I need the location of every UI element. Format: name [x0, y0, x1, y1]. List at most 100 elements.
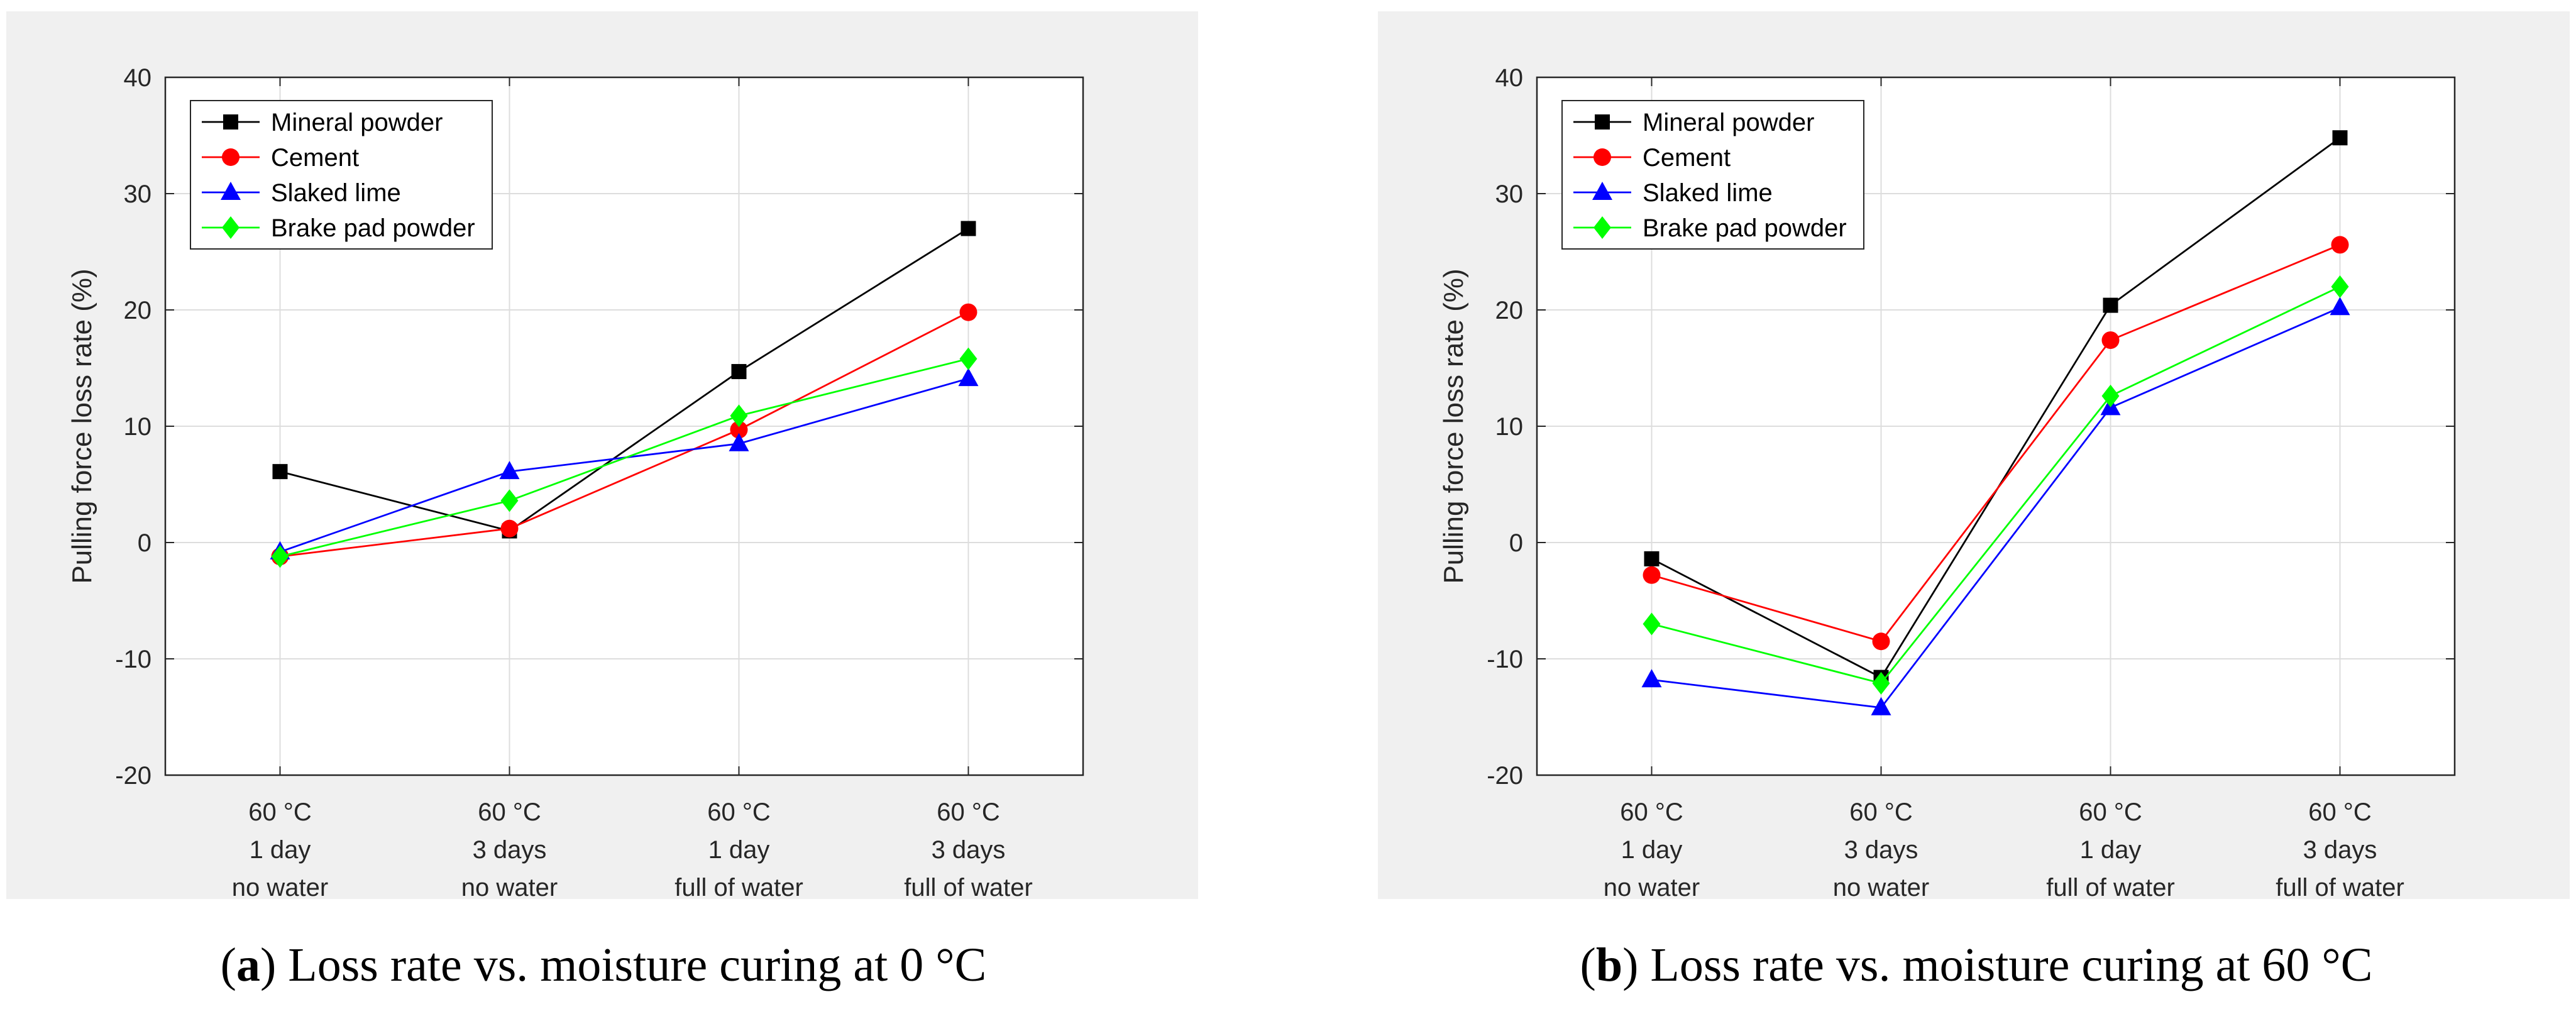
- chart-b: -20 -10 0 10 20 30 40 60 °C 1 day no water 60 °C 3 …: [1378, 11, 2570, 901]
- legend-marker: [222, 148, 239, 166]
- y-tick-label: 40: [1495, 64, 1524, 92]
- x-tick-label: 3 days: [473, 836, 547, 864]
- data-point: [500, 489, 519, 512]
- legend-box: [190, 100, 493, 250]
- x-tick-label: 3 days: [932, 836, 1006, 864]
- data-point: [500, 519, 519, 538]
- data-point: [2101, 331, 2120, 350]
- series-cement: [1643, 236, 2349, 651]
- data-point: [1643, 612, 1661, 636]
- data-point: [730, 421, 748, 439]
- legend-box: [1561, 100, 1864, 250]
- legend-marker: [1592, 182, 1612, 200]
- chart-a: -20 -10 0 10 20 30 40 60 °C 1 day no water 60 °C 3 …: [6, 11, 1198, 901]
- y-tick-label: -10: [115, 646, 151, 673]
- data-point: [2331, 275, 2349, 298]
- data-point: [499, 461, 520, 480]
- legend-label: Brake pad powder: [271, 214, 475, 242]
- plot-frame: [1536, 76, 2456, 776]
- legend-marker: [222, 216, 239, 239]
- x-tick-label: no water: [232, 874, 328, 901]
- data-point: [2332, 130, 2348, 146]
- plot-frame: [164, 76, 1084, 776]
- data-point: [1644, 551, 1660, 566]
- legend: Mineral powder Cement Slaked lime Brake pad…: [1561, 100, 1864, 250]
- data-point: [2330, 297, 2350, 316]
- data-point: [1641, 669, 1662, 688]
- data-point: [731, 364, 747, 380]
- y-tick-label: 10: [124, 413, 152, 441]
- x-tick-label: 60 °C: [248, 798, 312, 826]
- data-point: [2331, 236, 2349, 254]
- y-tick-label: 0: [138, 529, 151, 557]
- x-tick-label: no water: [1604, 874, 1700, 901]
- y-tick-label: 0: [1509, 529, 1523, 557]
- x-tick-label: full of water: [904, 874, 1033, 901]
- series-line: [280, 311, 969, 558]
- legend-label: Brake pad powder: [1643, 214, 1847, 242]
- legend-marker: [1595, 114, 1610, 130]
- data-point: [2103, 297, 2118, 313]
- series-line: [1651, 307, 2341, 709]
- x-tick-label: 60 °C: [2308, 798, 2372, 826]
- y-tick-label: -20: [115, 762, 151, 790]
- caption-b-text: Loss rate vs. moisture curing at 60 °C: [1650, 939, 2373, 991]
- y-tick-label: 20: [1495, 297, 1524, 324]
- data-point: [729, 433, 749, 451]
- y-tick-label: 10: [1495, 413, 1524, 441]
- x-tick-label: 60 °C: [2079, 798, 2142, 826]
- legend-label: Cement: [271, 144, 359, 172]
- y-tick-label: 30: [124, 180, 152, 208]
- y-axis-label: Pulling force loss rate (%): [67, 268, 97, 583]
- caption-a: (a) Loss rate vs. moisture curing at 0 °…: [220, 939, 987, 991]
- x-tick-label: 1 day: [1621, 836, 1683, 864]
- x-tick-label: full of water: [2046, 874, 2175, 901]
- data-point: [2101, 384, 2120, 407]
- caption-b-letter: b: [1595, 939, 1623, 991]
- x-tick-label: no water: [461, 874, 558, 901]
- series-line: [1651, 285, 2341, 685]
- y-tick-label: 30: [1495, 180, 1524, 208]
- data-point: [958, 368, 979, 387]
- y-tick-label: 40: [124, 64, 152, 92]
- data-point: [959, 303, 977, 321]
- legend: Mineral powder Cement Slaked lime Brake pad…: [190, 100, 493, 250]
- legend-marker: [221, 182, 241, 200]
- data-point: [1643, 566, 1661, 584]
- data-point: [1872, 632, 1890, 651]
- x-tick-label: 60 °C: [478, 798, 541, 826]
- caption-a-text: Loss rate vs. moisture curing at 0 °C: [288, 939, 987, 991]
- x-tick-label: 60 °C: [1849, 798, 1913, 826]
- legend-marker: [223, 114, 238, 130]
- data-point: [272, 464, 288, 480]
- x-tick-label: full of water: [2276, 874, 2404, 901]
- series-brake-pad-powder: [271, 347, 977, 568]
- series-brake-pad-powder: [1643, 275, 2349, 695]
- caption-a-letter: a: [236, 939, 260, 991]
- data-point: [730, 404, 748, 427]
- legend-marker: [1593, 148, 1611, 166]
- data-point: [960, 221, 976, 236]
- series-line: [280, 228, 969, 532]
- x-tick-label: 3 days: [1844, 836, 1918, 864]
- series-line: [280, 358, 969, 558]
- caption-b: (b) Loss rate vs. moisture curing at 60 …: [1580, 939, 2373, 991]
- y-tick-label: -20: [1487, 762, 1523, 790]
- x-tick-label: 1 day: [2080, 836, 2142, 864]
- x-tick-label: 3 days: [2303, 836, 2377, 864]
- data-point: [271, 545, 289, 568]
- y-tick-label: -10: [1487, 646, 1523, 673]
- legend-label: Mineral powder: [271, 109, 443, 136]
- data-point: [1871, 697, 1891, 715]
- series-cement: [271, 303, 977, 566]
- legend-marker: [1593, 216, 1611, 239]
- charts-canvas: -20 -10 0 10 20 30 40 60 °C 1 day no water 60 °C 3 …: [6, 11, 2570, 901]
- legend-label: Cement: [1643, 144, 1731, 172]
- legend-label: Mineral powder: [1643, 109, 1814, 136]
- x-tick-label: 60 °C: [707, 798, 771, 826]
- series-line: [1651, 244, 2341, 642]
- x-tick-label: 60 °C: [1620, 798, 1683, 826]
- x-tick-label: 60 °C: [937, 798, 1000, 826]
- y-axis-label: Pulling force loss rate (%): [1438, 268, 1469, 583]
